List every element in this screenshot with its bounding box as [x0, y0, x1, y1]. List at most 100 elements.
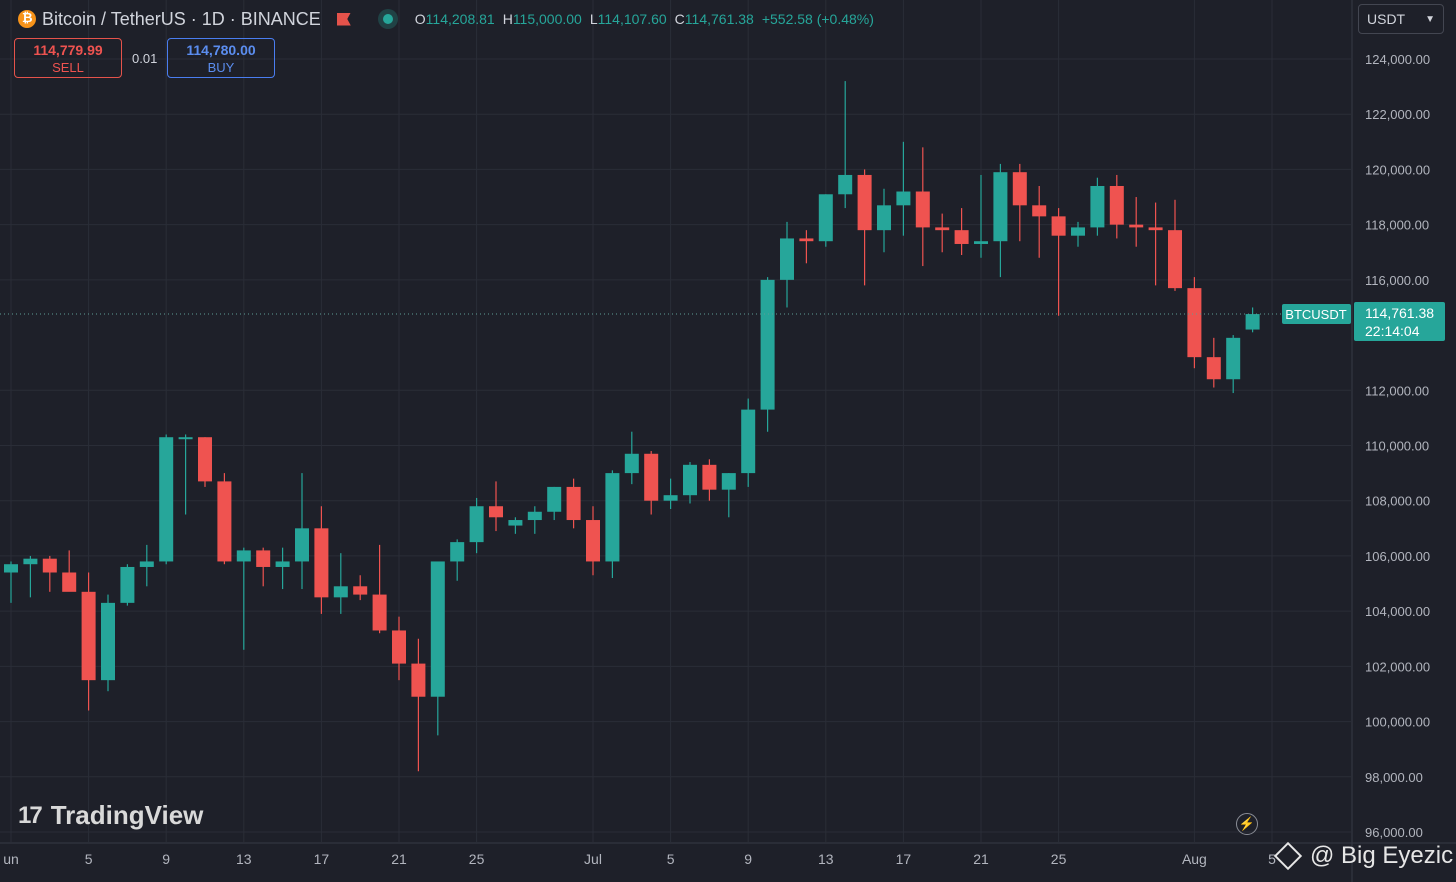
candle-body [1012, 172, 1027, 206]
candle-body [527, 511, 542, 521]
close-value: 114,761.38 [684, 11, 754, 27]
price-tick-label: 98,000.00 [1365, 770, 1423, 785]
candle-body [993, 172, 1008, 242]
sell-price: 114,779.99 [33, 42, 103, 58]
candle-body [1051, 216, 1066, 236]
price-tick-label: 120,000.00 [1365, 162, 1430, 177]
time-axis[interactable]: un 5 9 13 17 21 25 Jul 5 9 13 17 21 25 Aug 5 [3, 851, 1276, 867]
watermark-text: @ Big Eyezic [1310, 842, 1454, 869]
time-tick-label: 25 [469, 851, 485, 867]
candle-body [586, 520, 600, 562]
candle-body [120, 566, 135, 603]
candles [4, 81, 1260, 772]
candle-body [683, 464, 697, 496]
price-tick-label: 108,000.00 [1365, 494, 1430, 509]
candle-body [23, 558, 38, 565]
candle-body [353, 586, 368, 595]
candle-body [721, 473, 736, 490]
high-value: 115,000.00 [512, 11, 582, 27]
time-tick-label: 17 [314, 851, 330, 867]
candle-body [372, 594, 387, 631]
price-tick-label: 122,000.00 [1365, 107, 1430, 122]
tradingview-logo[interactable]: 17 TradingView [18, 800, 203, 831]
candle-body [547, 486, 562, 512]
time-tick-label: 13 [818, 851, 834, 867]
candle-body [198, 437, 212, 482]
time-tick-label: 13 [236, 851, 252, 867]
candle-body [275, 561, 290, 567]
chevron-down-icon: ▼ [1425, 13, 1435, 25]
buy-button[interactable]: 114,780.00 BUY [167, 38, 275, 78]
candle-body [857, 174, 872, 231]
low-value: 114,107.60 [597, 11, 667, 27]
candle-body [430, 561, 445, 697]
candle-body [1226, 337, 1241, 380]
candle-body [159, 437, 174, 562]
time-tick-label: 21 [391, 851, 407, 867]
sell-button[interactable]: 114,779.99 SELL [14, 38, 122, 78]
candle-body [1129, 224, 1144, 228]
candle-body [81, 591, 96, 681]
chart-header: Bitcoin / TetherUS · 1D · BINANCE O114,2… [0, 0, 1350, 38]
candle-body [1168, 230, 1182, 289]
countdown-label: 22:14:04 [1365, 323, 1420, 339]
candle-body [217, 481, 232, 562]
time-tick-label: 5 [85, 851, 93, 867]
candle-body [702, 464, 717, 490]
price-tick-label: 124,000.00 [1365, 52, 1430, 67]
candle-body [1245, 314, 1260, 330]
time-tick-label: 21 [973, 851, 989, 867]
time-tick-label: 9 [744, 851, 752, 867]
ohlc-values: O114,208.81 H115,000.00 L114,107.60 C114… [414, 11, 874, 27]
buy-label: BUY [207, 60, 235, 75]
symbol-title[interactable]: Bitcoin / TetherUS · 1D · BINANCE [42, 8, 321, 29]
candle-body [1206, 357, 1221, 380]
candle-body [818, 194, 833, 242]
candle-body [314, 528, 329, 598]
time-tick-label: 5 [1268, 851, 1276, 867]
candle-body [1071, 227, 1085, 236]
flag-icon[interactable] [336, 12, 351, 26]
candle-body [333, 586, 348, 598]
price-tick-label: 110,000.00 [1365, 439, 1429, 454]
candle-body [139, 561, 154, 567]
candle-body [954, 230, 969, 244]
lightning-icon[interactable]: ⚡ [1236, 813, 1258, 835]
candle-body [644, 453, 659, 501]
logo-text: TradingView [50, 800, 204, 830]
candle-body [566, 486, 581, 521]
candle-body [489, 506, 503, 518]
time-tick-label: 9 [162, 851, 170, 867]
symbol-tag [1282, 304, 1351, 325]
candle-body [974, 241, 988, 244]
candle-body [62, 572, 77, 592]
candle-body [1148, 227, 1163, 231]
tradingview-icon: 17 [18, 801, 43, 829]
price-tick-label: 116,000.00 [1365, 273, 1429, 288]
candle-body [450, 542, 465, 562]
candle-body [1109, 185, 1124, 225]
currency-select[interactable]: USDT ▼ [1358, 4, 1444, 34]
last-price-box [1354, 302, 1445, 342]
candle-body [605, 473, 620, 562]
candle-body [760, 279, 775, 410]
candle-body [178, 437, 193, 440]
candle-body [1090, 185, 1105, 228]
candle-body [896, 191, 911, 206]
change-value: +552.58 (+0.48%) [761, 11, 874, 27]
candle-body [799, 238, 814, 242]
candle-body [1032, 205, 1047, 217]
candle-body [838, 174, 853, 195]
candle-body [1187, 288, 1202, 358]
symbol-tag-label: BTCUSDT [1285, 307, 1346, 322]
buy-price: 114,780.00 [186, 42, 256, 58]
time-tick-label: 25 [1051, 851, 1067, 867]
candle-body [101, 602, 115, 681]
time-tick-label: un [3, 851, 19, 867]
last-price-marker: BTCUSDT 114,761.38 22:14:04 [0, 302, 1445, 342]
currency-value: USDT [1367, 11, 1406, 27]
candle-body [624, 453, 639, 474]
price-axis[interactable]: 124,000.00 122,000.00 120,000.00 118,000.00… [1365, 52, 1430, 840]
bitcoin-icon [18, 10, 36, 28]
